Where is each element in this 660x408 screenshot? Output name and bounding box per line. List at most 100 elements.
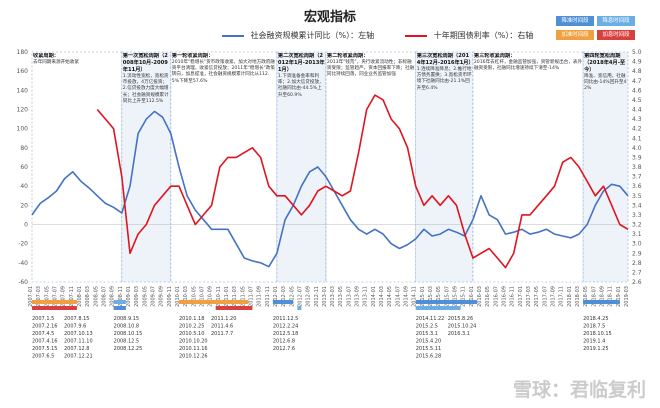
x-tick-label: 2012-09 [306, 286, 312, 307]
x-tick-label: 2016-11 [510, 286, 516, 307]
x-tick-label: 2007-11 [69, 286, 75, 307]
x-tick-label: 2009-05 [142, 286, 148, 307]
event-date: 2015.10.24 [448, 324, 477, 330]
badge-rate-hike: 加息时间段 [597, 30, 635, 40]
event-date: 2008.12.5 [114, 339, 139, 345]
y-right-tick-label: 4.9 [632, 59, 642, 66]
cycle-panel-note-1: 第一次宽松周期（2008年10月-2009年11月）1.流动性宽松，宽松货币投放… [122, 53, 169, 104]
y-left-tick-label: 160 [17, 68, 29, 75]
x-tick-label: 2008-03 [85, 286, 91, 307]
x-tick-label: 2019-01 [616, 286, 622, 307]
y-right-tick-label: 2.6 [632, 279, 642, 286]
x-tick-label: 2015-03 [428, 286, 434, 307]
x-tick-label: 2016-03 [477, 286, 483, 307]
cycle-panel-text-1: 1.流动性宽松，宽松货币投放，4万亿投资；2.信贷投放力度大幅增长；社会融资规模… [122, 74, 169, 104]
cycle-panel-title-2: 第一轮收紧周期： [171, 53, 214, 59]
watermark-text: 雪球：君临复利 [512, 379, 646, 401]
event-date: 2012.7.6 [273, 346, 295, 352]
x-tick-label: 2018-03 [575, 286, 581, 307]
x-tick-label: 2009-11 [167, 286, 173, 307]
y-right-tick-label: 3.3 [632, 212, 642, 219]
x-tick-label: 2010-11 [216, 286, 222, 307]
y-right-tick-label: 4.3 [632, 116, 642, 123]
event-date: 2011.7.7 [211, 331, 233, 337]
policy-bar-6 [272, 300, 294, 304]
policy-bar-9 [415, 306, 461, 310]
y-left-tick-label: 140 [17, 87, 29, 94]
x-tick-label: 2018-01 [567, 286, 573, 307]
y-right-tick-label: 3.0 [632, 241, 642, 248]
cycle-panel-title-1: 第一次宽松周期（2008年10月-2009年11月） [122, 53, 168, 74]
x-tick-label: 2013-07 [346, 286, 352, 307]
event-date: 2015.4.20 [416, 339, 441, 345]
x-tick-label: 2017-03 [526, 286, 532, 307]
y-right-tick-label: 2.9 [632, 250, 642, 257]
cycle-panel-7 [582, 51, 629, 283]
badge-rate-cut: 降息时间段 [597, 16, 635, 26]
x-tick-label: 2009-01 [126, 286, 132, 307]
x-tick-label: 2014-05 [387, 286, 393, 307]
y-right-tick-label: 3.5 [632, 193, 642, 200]
y-right-tick-label: 4.6 [632, 87, 642, 94]
event-date: 2007.10.13 [64, 331, 93, 337]
y-left-tick-label: 120 [17, 107, 29, 114]
x-tick-label: 2007-07 [52, 286, 58, 307]
cycle-panel-note-3: 第二次宽松周期（2012年1月-2013年1月）1.下调准备金率和利率；2.加大… [278, 53, 325, 98]
x-tick-label: 2014-09 [404, 286, 410, 307]
legend: 社会融资规模累计同比（%）：左轴 十年期国债利率（%）：右轴 [222, 30, 533, 41]
event-date: 2011.12.5 [273, 316, 298, 322]
event-date: 2019.1.25 [583, 346, 608, 352]
event-date: 2010.1.18 [179, 316, 204, 322]
x-tick-label: 2013-05 [338, 286, 344, 307]
y-left-tick-label: 40 [20, 183, 28, 190]
policy-bar-4 [178, 300, 249, 304]
x-tick-label: 2007-03 [36, 286, 42, 307]
x-tick-label: 2015-09 [453, 286, 459, 307]
y-right-tick-label: 4.4 [632, 107, 642, 114]
event-date: 2011.4.6 [211, 324, 233, 330]
event-date: 2011.1.20 [211, 316, 236, 322]
x-tick-label: 2007-09 [61, 286, 67, 307]
event-date: 2012.6.8 [273, 339, 295, 345]
y-right-tick-label: 5.0 [632, 49, 642, 56]
event-date: 2010.5.10 [179, 331, 204, 337]
event-date: 2007.12.21 [64, 354, 93, 360]
x-tick-label: 2010-01 [175, 286, 181, 307]
x-tick-label: 2014-01 [371, 286, 377, 307]
event-date: 2015.8.26 [448, 316, 473, 322]
cycle-panel-note-5: 第三次宽松周期（2014年12月-2016年1月）1.连续降准降息；2.推行地方… [416, 53, 472, 91]
event-date: 2015.5.11 [416, 346, 441, 352]
legend-label-credit: 社会融资规模累计同比（%）：左轴 [250, 31, 375, 40]
x-tick-label: 2010-07 [199, 286, 205, 307]
event-date: 2007.2.16 [32, 324, 57, 330]
x-tick-label: 2011-03 [232, 286, 238, 307]
y-right-tick-label: 4.2 [632, 126, 642, 133]
event-date: 2007.5.15 [32, 346, 57, 352]
event-date: 2008.9.15 [114, 316, 139, 322]
chart-title: 宏观指标 [303, 10, 356, 25]
cycle-panel-text-2: 2010年"稳增长"货币政策收紧，加大对地方政府融资平台清理，收紧信贷投放；20… [171, 60, 275, 84]
event-date: 2015.6.28 [416, 354, 441, 360]
cycle-panel-1 [121, 51, 172, 283]
y-right-tick-label: 3.2 [632, 222, 642, 229]
legend-label-bond: 十年期国债利率（%）：右轴 [433, 31, 534, 40]
x-tick-label: 2015-11 [461, 286, 467, 307]
cycle-panel-title-5: 第三次宽松周期（2014年12月-2016年1月） [416, 53, 472, 67]
x-tick-label: 2016-09 [502, 286, 508, 307]
x-tick-label: 2015-01 [420, 286, 426, 307]
event-date: 2008.10.8 [114, 324, 139, 330]
x-tick-label: 2013-03 [330, 286, 336, 307]
y-left-tick-label: 80 [20, 145, 28, 152]
event-date: 2007.8.15 [64, 316, 89, 322]
cycle-panel-note-2: 第一轮收紧周期：2010年"稳增长"货币政策收紧，加大对地方政府融资平台清理，收… [171, 53, 275, 84]
policy-bar-1 [32, 300, 77, 304]
x-tick-label: 2009-03 [134, 286, 140, 307]
y-right-tick-label: 4.0 [632, 145, 642, 152]
event-date: 2007.12.8 [64, 346, 89, 352]
cycle-panel-title-6: 第三轮收紧周期： [473, 53, 516, 59]
x-tick-label: 2018-09 [600, 286, 606, 307]
x-tick-label: 2013-01 [322, 286, 328, 307]
cycle-panel-text-5: 1.连续降准降息；2.推行地方债务置换；3.宽松货币环境下社融同比由-21.1%… [416, 67, 472, 91]
x-tick-label: 2011-05 [240, 286, 246, 307]
y-left-tick-label: 0 [24, 222, 28, 229]
